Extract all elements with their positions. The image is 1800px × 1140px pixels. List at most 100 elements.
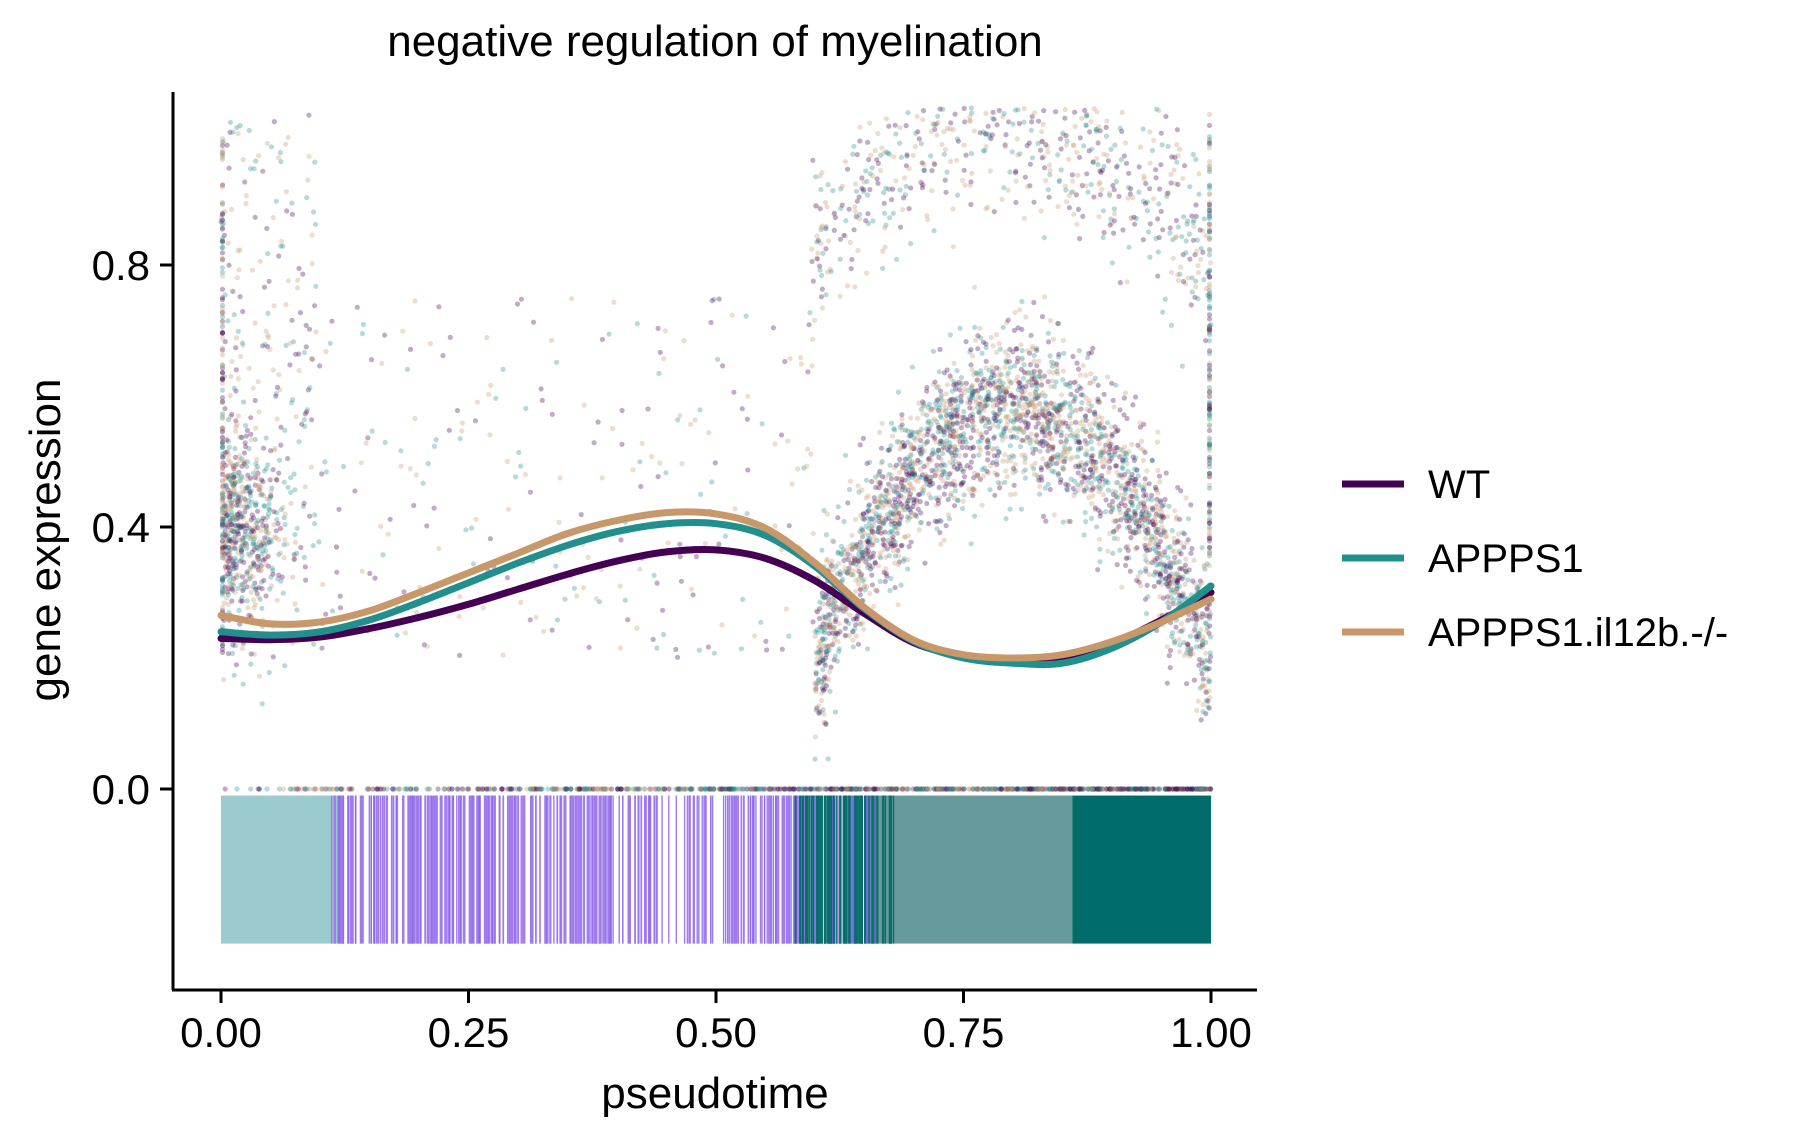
- scatter-point: [877, 468, 883, 474]
- scatter-point: [897, 456, 903, 462]
- scatter-point: [896, 499, 903, 505]
- scatter-point: [289, 400, 295, 406]
- scatter-point: [854, 555, 860, 562]
- scatter-point: [825, 648, 831, 654]
- scatter-point: [979, 385, 985, 391]
- scatter-point: [1208, 260, 1214, 266]
- scatter-point: [925, 428, 931, 434]
- scatter-point: [1196, 171, 1202, 177]
- scatter-point: [847, 612, 853, 618]
- scatter-point: [231, 474, 237, 480]
- scatter-point: [913, 477, 919, 483]
- scatter-point: [1060, 337, 1067, 343]
- scatter-point: [1095, 567, 1101, 573]
- scatter-point: [933, 495, 939, 501]
- scatter-point: [247, 490, 253, 496]
- scatter-point: [856, 489, 862, 495]
- scatter-point: [958, 393, 964, 399]
- scatter-point: [1047, 167, 1053, 173]
- scatter-point: [1167, 647, 1174, 654]
- scatter-point: [1029, 399, 1035, 405]
- scatter-point: [1046, 420, 1052, 426]
- scatter-point: [952, 503, 958, 509]
- scatter-point: [227, 517, 233, 523]
- scatter-point: [908, 429, 915, 435]
- scatter-point: [814, 255, 820, 261]
- scatter-point: [997, 418, 1004, 424]
- scatter-point: [295, 277, 301, 283]
- scatter-point: [979, 406, 985, 412]
- scatter-point: [219, 221, 226, 227]
- scatter-point: [1096, 214, 1102, 220]
- scatter-point: [853, 181, 859, 187]
- scatter-point: [1155, 216, 1161, 222]
- scatter-point: [1016, 412, 1022, 418]
- scatter-point: [910, 503, 916, 510]
- scatter-point: [1206, 338, 1213, 344]
- scatter-point: [844, 547, 850, 553]
- scatter-point: [1034, 432, 1040, 438]
- scatter-point: [270, 571, 276, 577]
- scatter-point: [1120, 459, 1126, 465]
- scatter-point: [1067, 445, 1073, 451]
- scatter-point: [1098, 452, 1104, 458]
- scatter-point: [1169, 528, 1175, 534]
- scatter-point: [937, 474, 944, 481]
- scatter-point: [904, 498, 911, 504]
- scatter-point: [831, 599, 837, 605]
- scatter-point: [1168, 322, 1174, 328]
- scatter-point: [1200, 682, 1206, 688]
- scatter-point: [1206, 134, 1213, 140]
- scatter-point: [1177, 642, 1183, 648]
- scatter-point: [916, 474, 922, 480]
- scatter-point: [801, 465, 807, 471]
- scatter-point: [1014, 359, 1021, 365]
- scatter-point: [879, 529, 885, 535]
- scatter-point: [289, 317, 295, 323]
- scatter-point: [265, 553, 271, 560]
- scatter-point: [220, 138, 227, 144]
- scatter-point: [219, 592, 226, 598]
- scatter-point: [463, 527, 469, 533]
- scatter-point: [1023, 425, 1029, 431]
- scatter-point: [250, 385, 256, 391]
- scatter-point: [1184, 644, 1190, 650]
- scatter-point: [282, 511, 288, 517]
- scatter-point: [278, 238, 284, 244]
- scatter-point: [248, 533, 254, 539]
- scatter-point: [860, 511, 867, 517]
- scatter-point: [219, 286, 226, 292]
- scatter-point: [783, 606, 790, 612]
- scatter-point: [1174, 514, 1180, 520]
- scatter-point: [1119, 109, 1125, 115]
- scatter-point: [978, 432, 984, 438]
- scatter-point: [654, 580, 660, 586]
- scatter-point: [219, 445, 226, 451]
- scatter-point: [885, 511, 891, 518]
- scatter-point: [908, 509, 914, 515]
- scatter-point: [273, 528, 279, 534]
- scatter-point: [1168, 562, 1174, 568]
- scatter-point: [880, 248, 886, 254]
- scatter-point: [838, 551, 844, 557]
- scatter-point: [1002, 387, 1008, 393]
- scatter-point: [1160, 515, 1166, 522]
- scatter-point: [265, 563, 271, 569]
- scatter-point: [892, 560, 898, 566]
- scatter-point: [856, 559, 862, 565]
- scatter-point: [743, 313, 749, 319]
- scatter-point: [845, 556, 851, 563]
- scatter-point: [1184, 617, 1190, 624]
- scatter-point: [997, 382, 1004, 388]
- scatter-point: [979, 399, 985, 405]
- scatter-point: [891, 488, 897, 494]
- scatter-point: [827, 612, 833, 618]
- scatter-point: [1019, 348, 1025, 354]
- scatter-point: [978, 382, 984, 388]
- scatter-point: [886, 471, 892, 477]
- scatter-point: [1206, 207, 1213, 213]
- scatter-point: [1206, 423, 1213, 429]
- scatter-point: [276, 253, 282, 259]
- scatter-point: [219, 451, 226, 457]
- scatter-point: [970, 492, 976, 499]
